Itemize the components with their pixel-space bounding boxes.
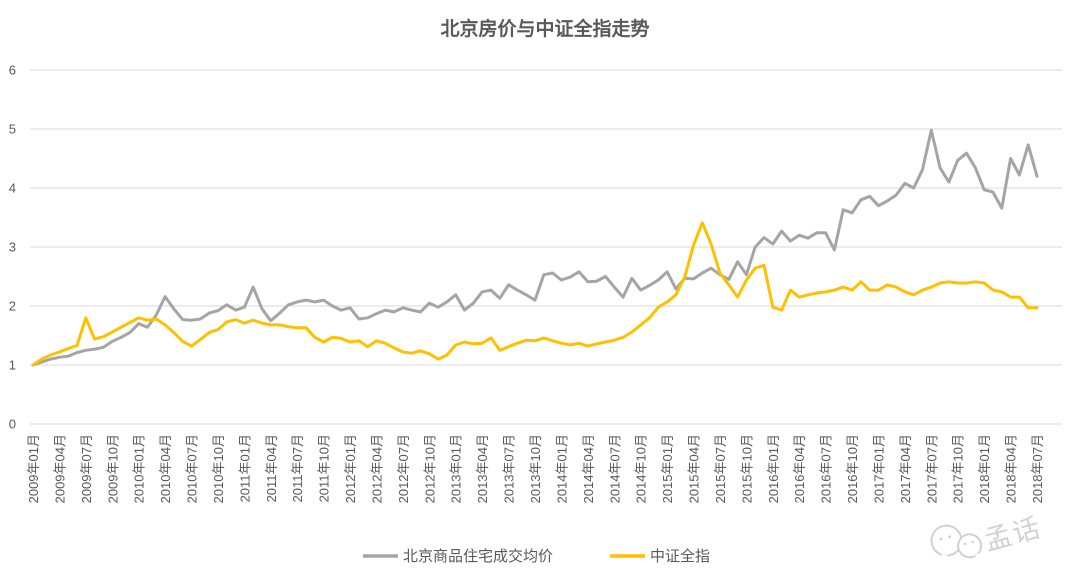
x-tick-label: 2017年10月 [951, 434, 966, 503]
x-tick-label: 2011年10月 [317, 434, 332, 502]
x-axis-tick-labels: 2009年01月 2009年04月 2009年07月 2009年10月 2010年01月… [26, 434, 1045, 503]
x-tick-label: 2013年04月 [475, 434, 490, 503]
x-tick-label: 2015年07月 [713, 434, 728, 503]
x-tick-label: 2009年04月 [52, 434, 67, 503]
x-tick-label: 2012年04月 [369, 434, 384, 503]
x-tick-label: 2018年01月 [977, 434, 992, 503]
x-tick-label: 2009年01月 [26, 434, 41, 503]
x-tick-label: 2016年10月 [845, 434, 860, 503]
series-lines [31, 128, 1039, 367]
legend: 北京商品住宅成交均价 中证全指 [363, 547, 710, 565]
x-tick-label: 2018年04月 [1004, 434, 1019, 503]
x-tick-label: 2012年10月 [422, 434, 437, 503]
x-tick-label: 2015年04月 [687, 434, 702, 503]
x-tick-label: 2010年07月 [185, 434, 200, 503]
x-tick-label: 2011年07月 [290, 434, 305, 502]
x-tick-label: 2011年04月 [264, 434, 279, 502]
x-tick-label: 2017年01月 [871, 434, 886, 503]
x-tick-label: 2017年07月 [924, 434, 939, 503]
gridlines [30, 69, 1062, 425]
x-tick-label: 2013年10月 [528, 434, 543, 503]
x-tick-label: 2014年07月 [607, 434, 622, 503]
x-tick-label: 2015年01月 [660, 434, 675, 503]
x-tick-label: 2017年04月 [898, 434, 913, 503]
y-tick-label: 6 [9, 63, 16, 78]
x-tick-label: 2014年01月 [554, 434, 569, 503]
x-tick-label: 2010年01月 [132, 434, 147, 503]
legend-label-csi-index: 中证全指 [650, 547, 710, 565]
x-tick-label: 2012年01月 [343, 434, 358, 503]
x-tick-label: 2011年01月 [237, 434, 252, 502]
y-tick-label: 3 [9, 240, 16, 255]
x-tick-label: 2014年04月 [581, 434, 596, 503]
y-tick-label: 2 [9, 299, 16, 314]
x-tick-label: 2009年10月 [105, 434, 120, 503]
x-tick-label: 2016年01月 [766, 434, 781, 503]
x-tick-label: 2010年10月 [211, 434, 226, 503]
x-tick-label: 2010年04月 [158, 434, 173, 503]
wechat-icon [930, 524, 985, 563]
watermark-text: 孟话 [981, 512, 1045, 556]
x-tick-label: 2013年01月 [449, 434, 464, 503]
x-tick-label: 2009年07月 [79, 434, 94, 503]
y-tick-label: 1 [9, 358, 16, 373]
x-tick-label: 2015年10月 [739, 434, 754, 503]
x-tick-label: 2016年04月 [792, 434, 807, 503]
y-tick-label: 5 [9, 122, 16, 137]
y-tick-label: 4 [9, 181, 16, 196]
chart-title: 北京房价与中证全指走势 [440, 17, 649, 40]
x-tick-label: 2013年07月 [502, 434, 517, 503]
y-axis-tick-labels: 0 1 2 3 4 5 6 [9, 63, 16, 432]
legend-label-beijing-price: 北京商品住宅成交均价 [403, 547, 553, 565]
watermark: 孟话 [930, 512, 1045, 563]
x-tick-label: 2012年07月 [396, 434, 411, 503]
series-line-csi-index [31, 221, 1039, 367]
x-tick-label: 2016年07月 [819, 434, 834, 503]
x-tick-label: 2014年10月 [634, 434, 649, 503]
x-tick-label: 2018年07月 [1030, 434, 1045, 503]
y-tick-label: 0 [9, 417, 16, 432]
series-line-beijing-price [31, 128, 1039, 367]
